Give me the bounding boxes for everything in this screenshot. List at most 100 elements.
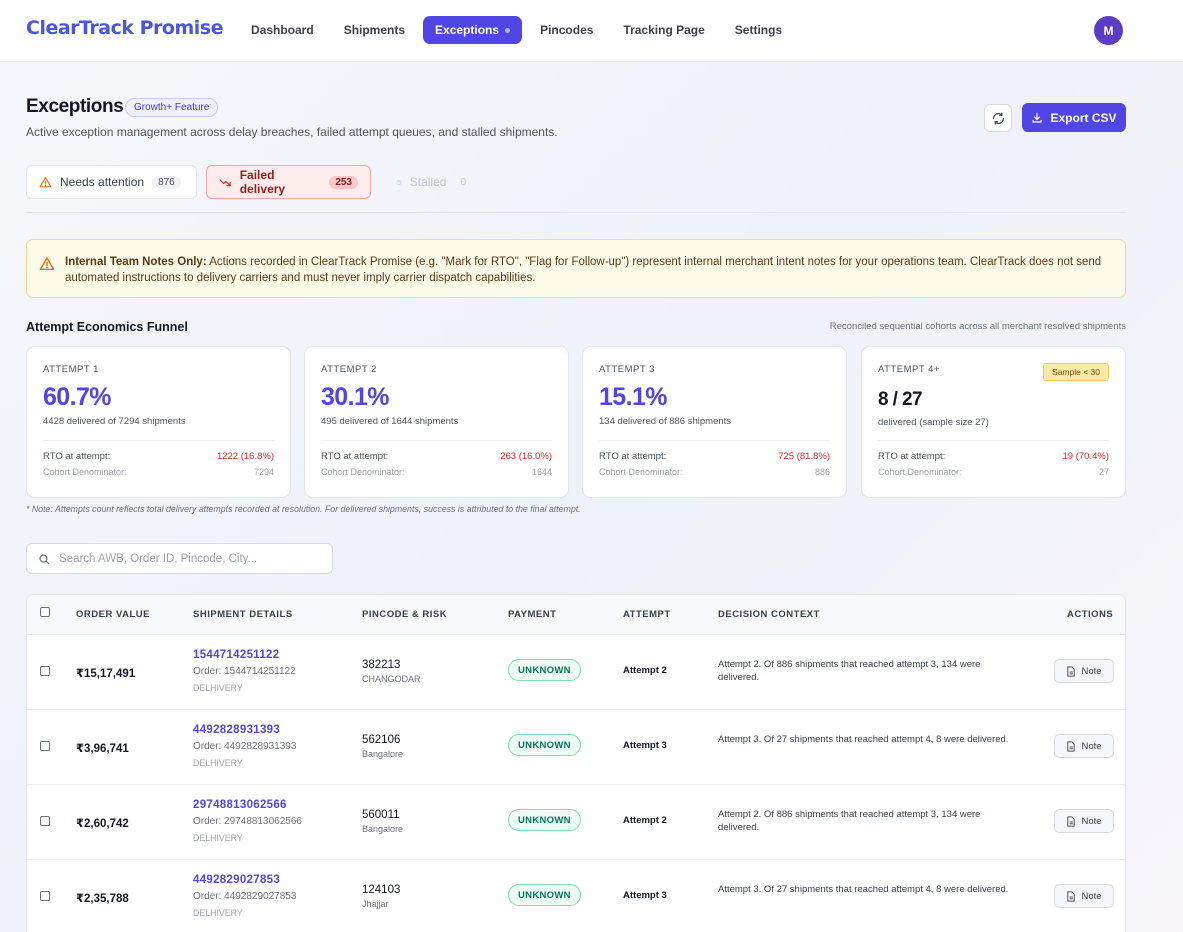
row-checkbox[interactable] (40, 666, 50, 676)
nav-pincodes[interactable]: Pincodes (540, 23, 594, 37)
rto-label: RTO at attempt: (599, 451, 667, 462)
denom-value: 1644 (531, 467, 552, 477)
denom-label: Cohort Denominator: (599, 467, 683, 477)
card-value: 8 / 27 (878, 389, 923, 410)
city: Bangalore (362, 749, 404, 759)
col-order-value: ORDER VALUE (76, 609, 150, 620)
note-button[interactable]: Note (1054, 734, 1114, 758)
attempt-card-1: ATTEMPT 1 60.7% 4428 delivered of 7294 s… (26, 346, 291, 498)
notice-text: Internal Team Notes Only: Actions record… (65, 254, 1115, 286)
attempt-card-4plus: ATTEMPT 4+ Sample < 30 8 / 27 delivered … (861, 346, 1126, 498)
city: CHANGODAR (362, 674, 421, 684)
note-label: Note (1081, 665, 1102, 677)
awb-link[interactable]: 4492828931393 (193, 724, 281, 736)
document-icon (1067, 890, 1076, 902)
card-value: 60.7% (43, 383, 111, 411)
card-label: ATTEMPT 2 (321, 364, 377, 375)
filter-failed-delivery[interactable]: Failed delivery 253 (206, 165, 371, 199)
card-value: 15.1% (599, 383, 667, 411)
card-desc: 4428 delivered of 7294 shipments (43, 416, 186, 427)
awb-link[interactable]: 29748813062566 (193, 799, 287, 811)
row-checkbox[interactable] (40, 816, 50, 826)
funnel-subtitle: Reconciled sequential cohorts across all… (829, 321, 1126, 332)
rto-label: RTO at attempt: (43, 451, 111, 462)
card-divider (599, 440, 830, 441)
row-checkbox[interactable] (40, 741, 50, 751)
attempt-card-2: ATTEMPT 2 30.1% 495 delivered of 1644 sh… (304, 346, 569, 498)
warning-icon (39, 257, 55, 271)
warning-icon (39, 176, 52, 187)
nav-exceptions-label: Exceptions (435, 23, 500, 37)
nav-dashboard[interactable]: Dashboard (251, 23, 314, 37)
filter-count: 253 (329, 175, 358, 189)
card-desc: 134 delivered of 886 shipments (599, 416, 732, 427)
payment-badge: UNKNOWN (508, 734, 581, 756)
order-id: Order: 4492828931393 (193, 741, 297, 752)
exceptions-table: ORDER VALUE SHIPMENT DETAILS PINCODE & R… (26, 594, 1126, 932)
feature-badge: Growth+ Feature (125, 98, 219, 117)
note-label: Note (1081, 890, 1102, 902)
awb-link[interactable]: 1544714251122 (193, 649, 280, 661)
card-denom-row: Cohort Denominator: 27 (878, 467, 1109, 477)
pincode: 382213 (362, 659, 401, 671)
nav-exceptions[interactable]: Exceptions (423, 16, 523, 44)
payment-badge: UNKNOWN (508, 809, 581, 831)
document-icon (1067, 740, 1076, 752)
order-value: ₹3,96,741 (76, 743, 129, 755)
table-row: ₹2,60,742 29748813062566 Order: 29748813… (27, 785, 1125, 860)
denom-value: 886 (814, 467, 830, 477)
denom-label: Cohort Denominator: (43, 467, 127, 477)
funnel-footnote: * Note: Attempts count reflects total de… (26, 504, 581, 514)
note-button[interactable]: Note (1054, 659, 1114, 683)
rto-value: 1222 (16.8%) (216, 451, 274, 462)
row-checkbox[interactable] (40, 891, 50, 901)
note-button[interactable]: Note (1054, 809, 1114, 833)
main-nav: Dashboard Shipments Exceptions Pincodes … (239, 16, 794, 44)
nav-shipments[interactable]: Shipments (343, 23, 406, 37)
page-title: Exceptions (26, 96, 124, 117)
user-avatar[interactable]: M (1094, 16, 1123, 45)
denom-label: Cohort Denominator: (878, 467, 962, 477)
filter-label: Stalled (409, 175, 447, 189)
divider (26, 212, 1126, 213)
card-divider (43, 440, 274, 441)
filter-count: 0 (460, 176, 466, 188)
order-value: ₹2,35,788 (76, 893, 129, 905)
search-input[interactable] (59, 552, 319, 565)
export-csv-button[interactable]: Export CSV (1022, 103, 1126, 132)
refresh-button[interactable] (984, 104, 1012, 132)
decision-context: Attempt 3. Of 27 shipments that reached … (718, 734, 1009, 745)
filter-stalled[interactable]: Stalled 0 (384, 165, 484, 199)
decision-context: Attempt 3. Of 27 shipments that reached … (718, 884, 1009, 895)
nav-tracking-page[interactable]: Tracking Page (623, 23, 705, 37)
order-id: Order: 29748813062566 (193, 816, 302, 827)
nav-settings[interactable]: Settings (734, 23, 783, 37)
card-value: 30.1% (321, 383, 389, 411)
filter-label: Needs attention (60, 175, 145, 189)
rto-label: RTO at attempt: (321, 451, 389, 462)
filter-needs-attention[interactable]: Needs attention 876 (26, 165, 197, 199)
note-button[interactable]: Note (1054, 884, 1114, 908)
select-all-checkbox[interactable] (40, 607, 50, 617)
refresh-icon (992, 111, 1004, 125)
active-dot-icon (505, 27, 511, 33)
card-desc: delivered (sample size 27) (878, 417, 989, 428)
payment-badge: UNKNOWN (508, 884, 581, 906)
sample-size-badge: Sample < 30 (1043, 363, 1109, 381)
attempt-label: Attempt 3 (623, 890, 667, 901)
attempt-label: Attempt 2 (623, 665, 667, 676)
rto-label: RTO at attempt: (878, 451, 946, 462)
card-desc: 495 delivered of 1644 shipments (321, 416, 459, 427)
card-denom-row: Cohort Denominator: 886 (599, 467, 830, 477)
carrier-name: DELHIVERY (193, 758, 243, 768)
awb-link[interactable]: 4492829027853 (193, 874, 281, 886)
note-label: Note (1081, 815, 1102, 827)
brand-logo[interactable]: ClearTrack Promise (26, 17, 223, 39)
search-icon (39, 553, 50, 564)
card-rto-row: RTO at attempt: 1222 (16.8%) (43, 451, 274, 462)
rto-value: 263 (16.0%) (500, 451, 552, 462)
note-label: Note (1081, 740, 1102, 752)
funnel-title: Attempt Economics Funnel (26, 320, 188, 334)
pincode: 562106 (362, 734, 401, 746)
document-icon (1067, 665, 1076, 677)
